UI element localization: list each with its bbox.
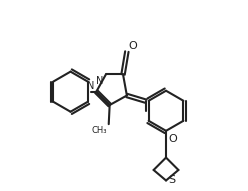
Text: S: S — [168, 176, 175, 185]
Text: O: O — [129, 41, 138, 51]
Text: CH₃: CH₃ — [91, 126, 107, 135]
Text: O: O — [168, 134, 177, 144]
Text: N: N — [87, 81, 94, 91]
Text: N: N — [96, 76, 103, 86]
